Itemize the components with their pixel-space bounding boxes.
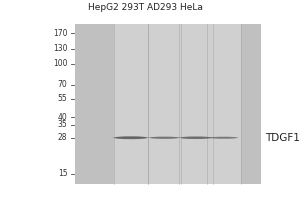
Ellipse shape: [114, 136, 148, 139]
Ellipse shape: [112, 137, 150, 138]
Text: 130: 130: [53, 44, 68, 53]
Bar: [114, 24, 148, 184]
Bar: [75, 24, 261, 184]
Text: 15: 15: [58, 169, 68, 178]
Text: HepG2 293T AD293 HeLa: HepG2 293T AD293 HeLa: [88, 3, 203, 12]
Text: 70: 70: [58, 80, 68, 89]
Text: 35: 35: [58, 120, 68, 129]
Bar: [179, 24, 213, 184]
Text: 100: 100: [53, 60, 68, 68]
Ellipse shape: [147, 137, 182, 138]
Bar: [207, 24, 241, 184]
Bar: [148, 24, 181, 184]
Text: TDGF1P3: TDGF1P3: [266, 133, 300, 143]
Ellipse shape: [210, 137, 238, 139]
Text: 40: 40: [58, 113, 68, 122]
Ellipse shape: [180, 136, 212, 139]
Ellipse shape: [208, 137, 240, 138]
Text: 28: 28: [58, 133, 68, 142]
Ellipse shape: [149, 137, 179, 139]
Text: 55: 55: [58, 94, 68, 103]
Ellipse shape: [178, 137, 214, 138]
Text: 170: 170: [53, 29, 68, 38]
